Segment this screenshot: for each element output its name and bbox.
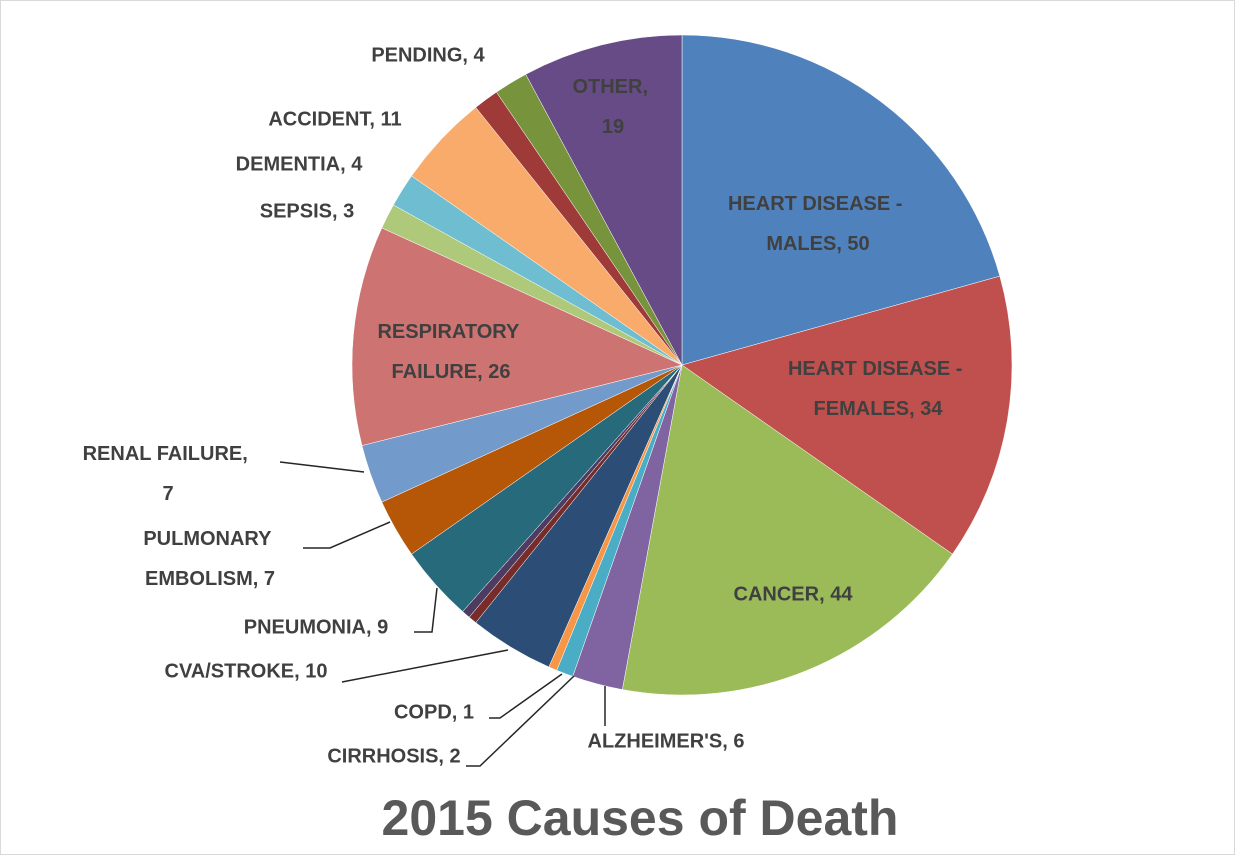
leader-line <box>414 587 438 633</box>
pie-slice <box>681 34 1001 366</box>
data-label: DEMENTIA, 4 <box>236 153 364 175</box>
leader-line <box>279 461 365 473</box>
data-label: COPD, 1 <box>394 701 474 723</box>
data-label: RESPIRATORY FAILURE, 26 <box>377 321 524 383</box>
leader-line <box>489 673 563 719</box>
data-label: CANCER, 44 <box>734 583 854 605</box>
leader-line <box>466 675 575 767</box>
leader-line <box>303 521 391 549</box>
data-label: PENDING, 4 <box>371 44 485 66</box>
pie-slice <box>622 364 953 696</box>
leader-line <box>341 649 509 683</box>
pie-slice <box>525 34 683 366</box>
data-label: HEART DISEASE - MALES, 50 <box>728 193 908 255</box>
data-label: PULMONARY EMBOLISM, 7 <box>143 528 276 590</box>
data-label: RENAL FAILURE, 7 <box>83 443 254 505</box>
data-label: CVA/STROKE, 10 <box>165 660 328 682</box>
data-label: OTHER, 19 <box>572 76 653 138</box>
data-label: HEART DISEASE - FEMALES, 34 <box>788 358 968 420</box>
data-label: SEPSIS, 3 <box>260 200 355 222</box>
data-label: ALZHEIMER'S, 6 <box>588 730 745 752</box>
pie-slice <box>681 275 1013 555</box>
data-label: PNEUMONIA, 9 <box>244 616 388 638</box>
pie-slice <box>351 227 683 446</box>
chart-title: 2015 Causes of Death <box>382 790 899 846</box>
data-label: ACCIDENT, 11 <box>268 108 401 130</box>
data-label: CIRRHOSIS, 2 <box>327 745 460 767</box>
